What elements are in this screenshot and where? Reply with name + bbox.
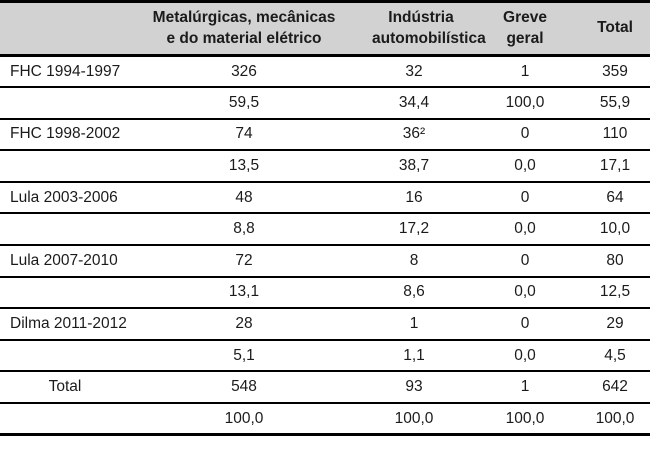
row-label: Total: [48, 378, 82, 396]
cell: 0: [520, 251, 530, 269]
row-label: Lula 2007-2010: [10, 251, 118, 269]
table-row: 8,8 17,2 0,0 10,0: [0, 213, 650, 246]
table-row-total: Total 548 93 1 642: [0, 371, 650, 404]
cell: 326: [231, 62, 257, 80]
table-row: 13,5 38,7 0,0 17,1: [0, 150, 650, 182]
row-label: [0, 87, 130, 119]
cell: 28: [235, 315, 253, 333]
cell: 8,6: [403, 283, 425, 301]
cell: 38,7: [398, 157, 430, 175]
cell: 17,2: [398, 220, 430, 238]
table-row: Lula 2007-2010 72 8 0 80: [0, 245, 650, 277]
cell: 48: [235, 188, 253, 206]
header-greve-line2: geral: [506, 29, 544, 47]
cell: 1: [520, 62, 530, 80]
cell: 74: [235, 125, 253, 143]
header-industria-automobilistica: Indústria automobilística: [358, 2, 486, 56]
cell: 29: [606, 315, 624, 333]
cell: 93: [405, 378, 423, 396]
header-total: Total: [597, 19, 633, 37]
cell: 100,0: [595, 409, 635, 427]
header-metalurgicas-line2: e do material elétrico: [166, 29, 322, 47]
cell: 13,1: [228, 283, 260, 301]
row-label: FHC 1994-1997: [10, 62, 121, 80]
cell: 12,5: [599, 283, 631, 301]
cell: 17,1: [599, 157, 631, 175]
cell: 0,0: [514, 283, 536, 301]
cell: 1: [409, 315, 419, 333]
cell: 64: [606, 188, 624, 206]
cell: 0: [520, 315, 530, 333]
header-row-label: [0, 2, 130, 56]
table-row: 5,1 1,1 0,0 4,5: [0, 340, 650, 372]
header-industria-line1: Indústria: [388, 9, 454, 27]
row-label: [0, 277, 130, 309]
cell: 4,5: [604, 346, 626, 364]
header-greve-line1: Greve: [503, 9, 547, 27]
cell: 100,0: [505, 93, 545, 111]
cell: 36²: [402, 125, 426, 143]
cell: 0,0: [514, 157, 536, 175]
cell: 110: [602, 125, 628, 143]
header-row: Metalúrgicas, mecânicas e do material el…: [0, 1, 650, 56]
table-row: Lula 2003-2006 48 16 0 64: [0, 182, 650, 214]
cell: 548: [231, 378, 257, 396]
cell: 80: [606, 251, 624, 269]
header-metalurgicas: Metalúrgicas, mecânicas e do material el…: [130, 2, 358, 56]
cell: 8,8: [233, 220, 255, 238]
cell: 13,5: [228, 157, 260, 175]
cell: 5,1: [233, 346, 255, 364]
cell: 100,0: [224, 409, 264, 427]
row-label: Dilma 2011-2012: [10, 315, 127, 333]
cell: 1,1: [403, 346, 425, 364]
table-row: 13,1 8,6 0,0 12,5: [0, 277, 650, 309]
header-greve-geral: Greve geral: [470, 2, 580, 56]
cell: 34,4: [398, 93, 430, 111]
row-label: FHC 1998-2002: [10, 125, 121, 143]
table-row: Dilma 2011-2012 28 1 0 29: [0, 308, 650, 340]
table-row: FHC 1998-2002 74 36² 0 110: [0, 119, 650, 151]
cell: 0: [520, 125, 530, 143]
cell: 59,5: [228, 93, 260, 111]
row-label: [0, 150, 130, 182]
cell: 0,0: [514, 346, 536, 364]
cell: 0: [520, 188, 530, 206]
cell: 16: [405, 188, 423, 206]
cell: 100,0: [394, 409, 434, 427]
cell: 10,0: [599, 220, 631, 238]
cell: 642: [602, 378, 628, 396]
cell: 100,0: [505, 409, 545, 427]
cell: 359: [602, 62, 628, 80]
row-label: Lula 2003-2006: [10, 188, 118, 206]
cell: 1: [520, 378, 530, 396]
strikes-by-government-table: Metalúrgicas, mecânicas e do material el…: [0, 0, 650, 437]
table-row: FHC 1994-1997 326 32 1 359: [0, 56, 650, 88]
table-row: 100,0 100,0 100,0 100,0: [0, 403, 650, 435]
cell: 0,0: [514, 220, 536, 238]
row-label: [0, 213, 130, 245]
cell: 8: [409, 251, 419, 269]
cell: 72: [235, 251, 253, 269]
header-metalurgicas-line1: Metalúrgicas, mecânicas: [152, 9, 336, 27]
table-row: 59,5 34,4 100,0 55,9: [0, 87, 650, 119]
cell: 32: [405, 62, 423, 80]
row-label: [0, 403, 130, 435]
row-label: [0, 340, 130, 372]
header-industria-line2: automobilística: [372, 29, 486, 47]
cell: 55,9: [599, 93, 631, 111]
